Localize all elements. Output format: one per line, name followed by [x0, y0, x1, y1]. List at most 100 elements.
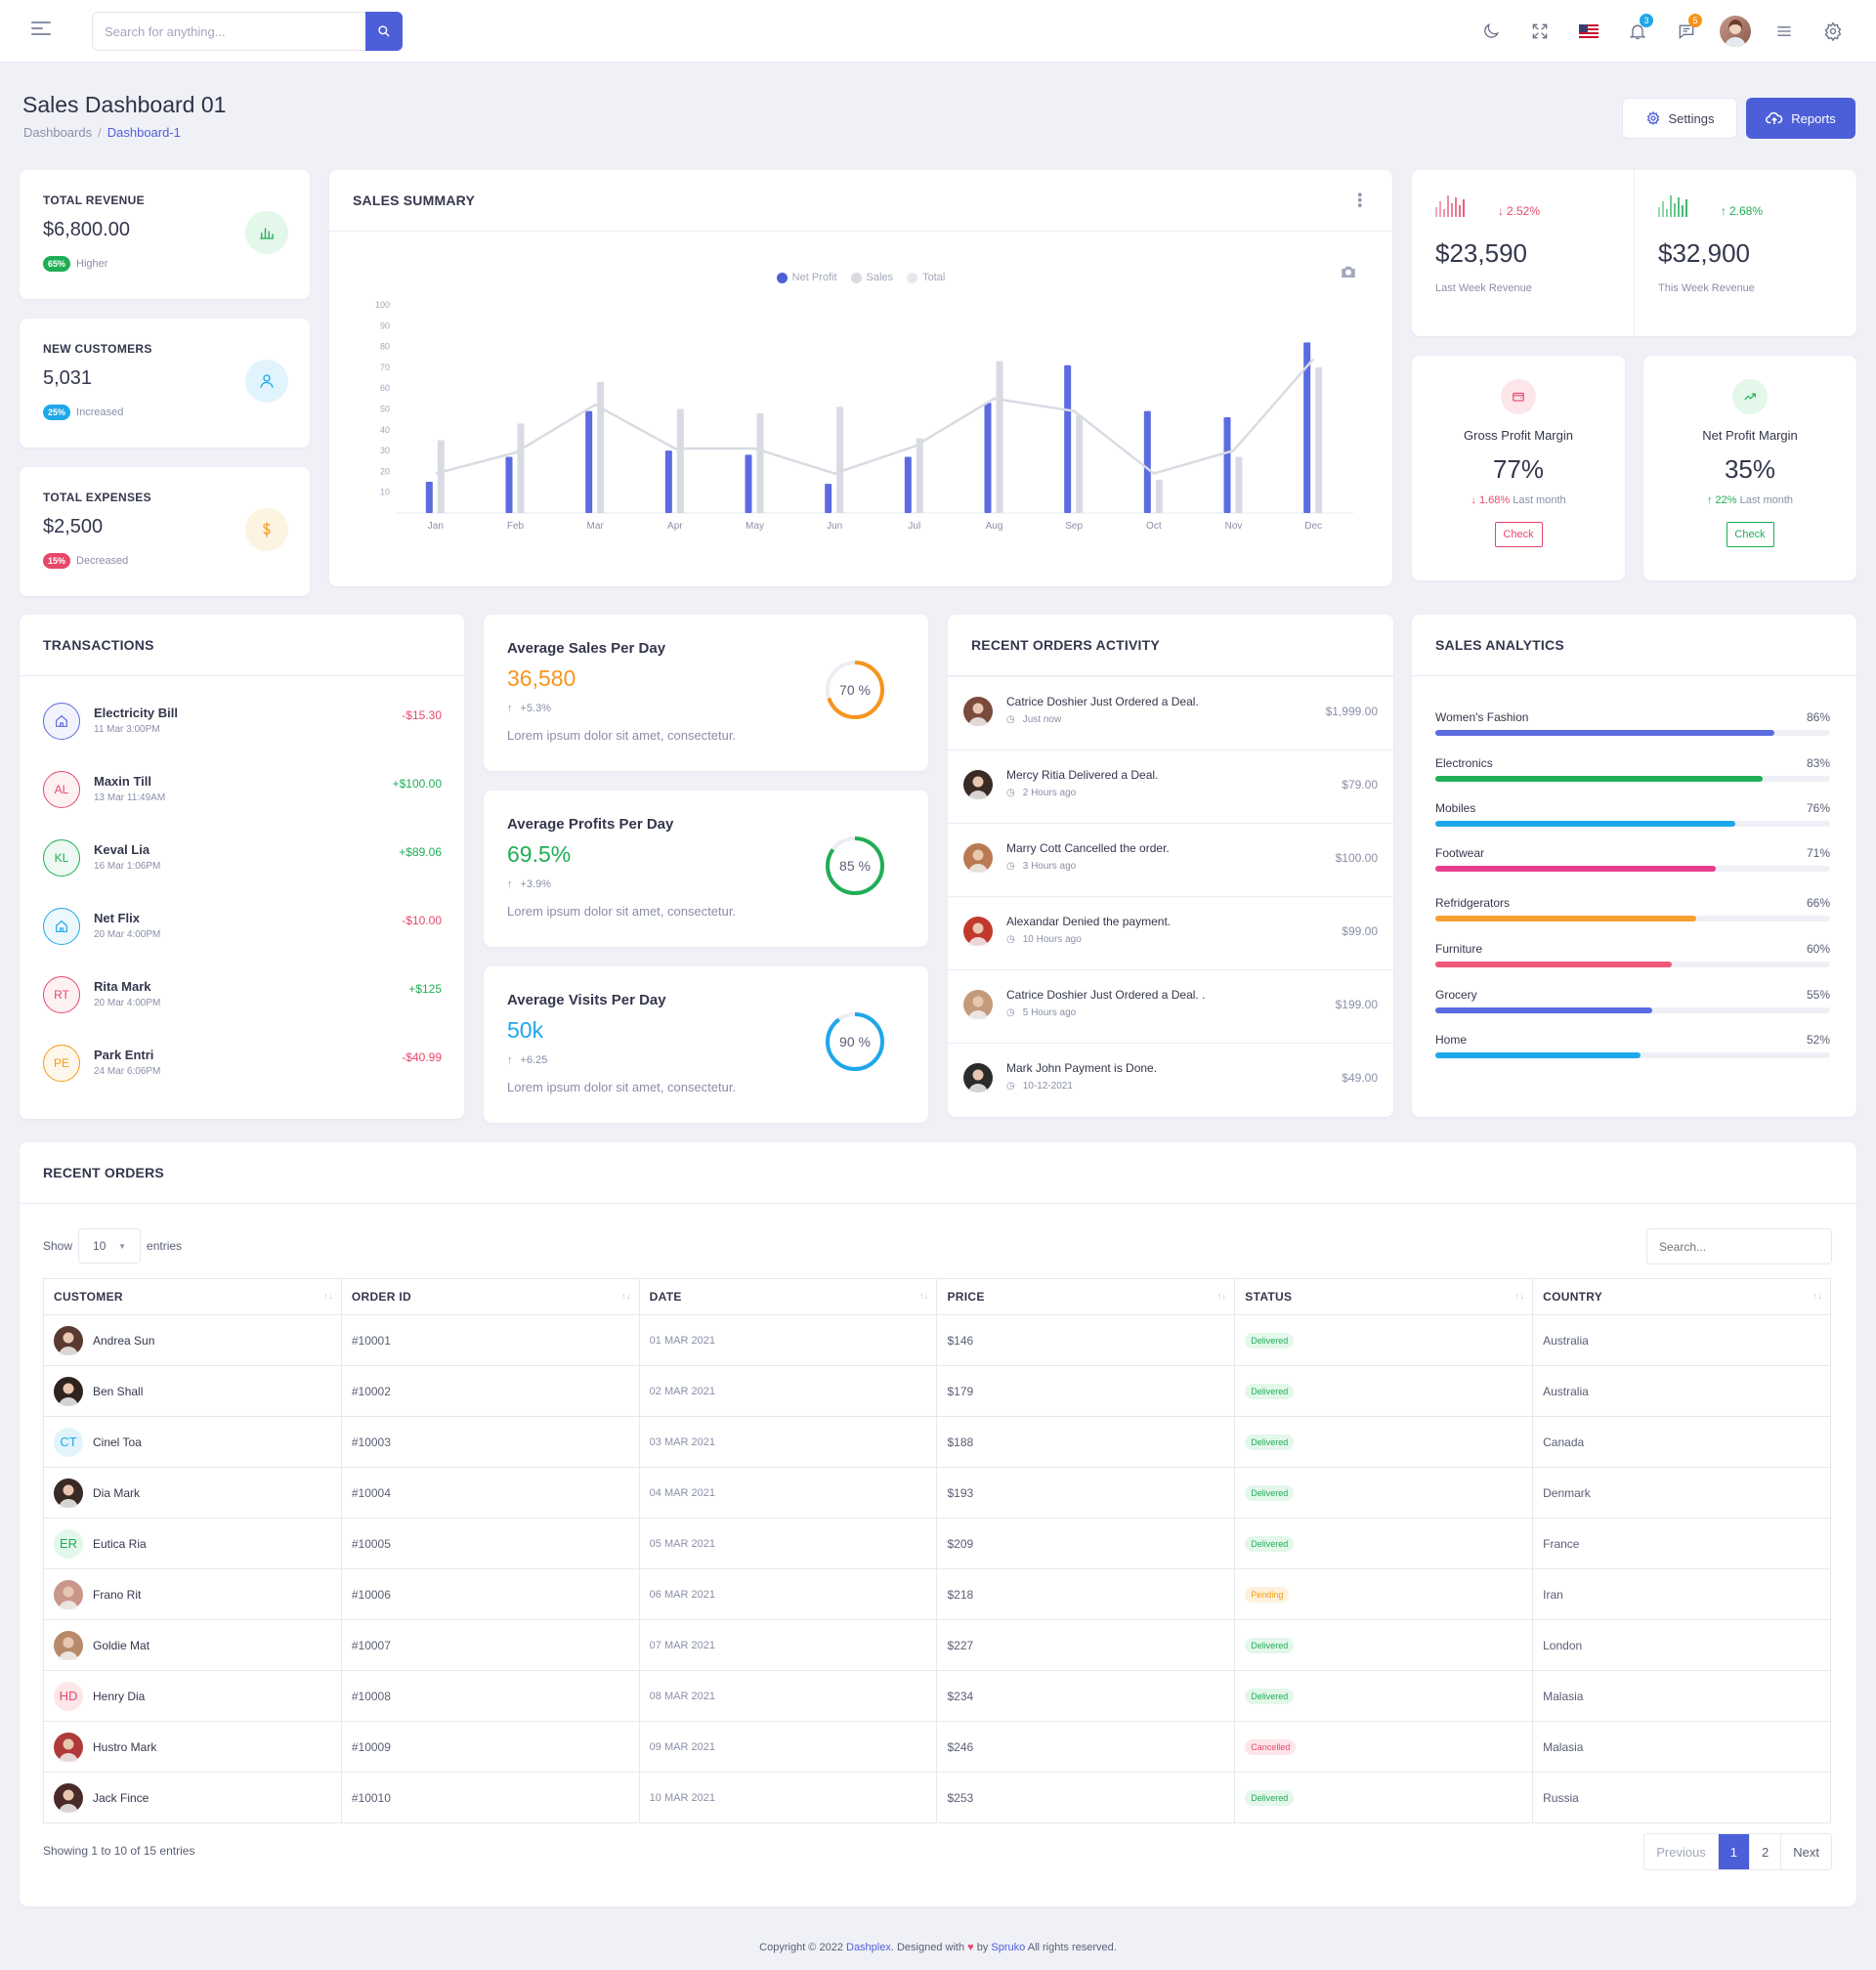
transactions-card: TRANSACTIONS Electricity Bill 11 Mar 3:00… — [20, 615, 464, 1119]
stat-footer: 25% Increased — [43, 405, 123, 420]
cell-order-id: #10003 — [340, 1416, 640, 1468]
cell-order-id: #10010 — [340, 1772, 640, 1823]
breadcrumb-dashboards[interactable]: Dashboards — [23, 125, 93, 140]
cell-price: $218 — [936, 1568, 1236, 1620]
activity-time-value: 2 Hours ago — [1022, 788, 1077, 798]
table-row[interactable]: Goldie Mat #10007 07 MAR 2021 $227 Delivered… — [43, 1619, 1831, 1671]
transaction-row[interactable]: Net Flix 20 Mar 4:00PM -$10.00 — [43, 908, 442, 976]
table-row[interactable]: CT Cinel Toa #10003 03 MAR 2021 $188 Delivere… — [43, 1416, 1831, 1468]
transaction-row[interactable]: AL Maxin Till 13 Mar 11:49AM +$100.00 — [43, 771, 442, 839]
column-header[interactable]: COUNTRY ↑↓ — [1532, 1278, 1831, 1315]
legend-net-profit[interactable]: Net Profit — [776, 272, 837, 283]
analytics-row: Grocery 55% — [1435, 988, 1830, 1021]
table-row[interactable]: HD Henry Dia #10008 08 MAR 2021 $234 Delivere… — [43, 1670, 1831, 1722]
activity-row[interactable]: Catrice Doshier Just Ordered a Deal. . ◷ 5… — [948, 969, 1393, 1043]
more-options-icon[interactable]: ⋮ — [1350, 191, 1369, 210]
camera-download-icon[interactable] — [1340, 264, 1357, 279]
check-button[interactable]: Check — [1494, 522, 1543, 547]
transactions-header: TRANSACTIONS — [20, 615, 464, 676]
cell-status: Delivered — [1234, 1619, 1534, 1671]
transaction-date: 20 Mar 4:00PM — [94, 998, 161, 1008]
bar-net-profit — [825, 484, 832, 513]
column-header[interactable]: STATUS ↑↓ — [1234, 1278, 1534, 1315]
week-revenue-value: $23,590 — [1435, 238, 1527, 268]
settings-button[interactable]: Settings — [1622, 98, 1737, 139]
header-actions: 3 5 — [1475, 12, 1849, 51]
profile-avatar[interactable] — [1720, 16, 1751, 47]
search-input[interactable] — [92, 12, 365, 51]
pager-next[interactable]: Next — [1780, 1834, 1831, 1869]
footer-brand-link[interactable]: Dashplex — [846, 1942, 891, 1953]
cell-order-id: #10001 — [340, 1314, 640, 1366]
customer-cell: Hustro Mark — [54, 1732, 331, 1762]
transaction-row[interactable]: RT Rita Mark 20 Mar 4:00PM +$125 — [43, 976, 442, 1045]
notifications-icon[interactable]: 3 — [1622, 14, 1653, 47]
status-badge: Delivered — [1245, 1789, 1295, 1806]
table-search-input[interactable] — [1646, 1228, 1832, 1264]
table-row[interactable]: Andrea Sun #10001 01 MAR 2021 $146 Delivered… — [43, 1314, 1831, 1366]
activity-row[interactable]: Marry Cott Cancelled the order. ◷ 3 Hours … — [948, 823, 1393, 896]
fullscreen-icon[interactable] — [1524, 16, 1556, 47]
table-row[interactable]: ER Eutica Ria #10005 05 MAR 2021 $209 Deliver… — [43, 1518, 1831, 1569]
chart-legend: Net Profit Sales Total — [329, 272, 1392, 283]
trend-up-icon — [1732, 379, 1768, 414]
clock-icon: ◷ — [1006, 1007, 1015, 1018]
messages-icon[interactable]: 5 — [1671, 14, 1702, 47]
column-header[interactable]: ORDER ID ↑↓ — [340, 1278, 640, 1315]
activity-row[interactable]: Alexandar Denied the payment. ◷ 10 Hours a… — [948, 896, 1393, 969]
stat-value: $6,800.00 — [43, 219, 130, 240]
column-header[interactable]: DATE ↑↓ — [638, 1278, 938, 1315]
sales-summary-header: SALES SUMMARY ⋮ — [329, 170, 1392, 232]
column-header[interactable]: CUSTOMER ↑↓ — [43, 1278, 342, 1315]
pager-previous[interactable]: Previous — [1656, 1844, 1706, 1860]
table-row[interactable]: Frano Rit #10006 06 MAR 2021 $218 Pending Ira… — [43, 1568, 1831, 1620]
stat-value: 5,031 — [43, 367, 93, 389]
table-row[interactable]: Dia Mark #10004 04 MAR 2021 $193 Delivered De… — [43, 1467, 1831, 1519]
legend-sales[interactable]: Sales — [850, 272, 893, 283]
cell-price: $253 — [936, 1772, 1236, 1823]
reports-button[interactable]: Reports — [1746, 98, 1855, 139]
settings-gear-icon[interactable] — [1817, 16, 1849, 47]
entries-select[interactable]: 10 ▼ — [78, 1228, 142, 1263]
table-row[interactable]: Ben Shall #10002 02 MAR 2021 $179 Delivered A… — [43, 1365, 1831, 1417]
margin-value: 35% — [1724, 454, 1776, 484]
activity-row[interactable]: Mercy Ritia Delivered a Deal. ◷ 2 Hours ag… — [948, 749, 1393, 823]
customer-name: Eutica Ria — [93, 1536, 147, 1551]
analytics-name: Women's Fashion — [1435, 710, 1529, 724]
dark-mode-icon[interactable] — [1475, 16, 1507, 47]
margin-change-value: 1.68% — [1478, 494, 1511, 506]
average-change: ↑ +5.3% — [507, 703, 551, 714]
analytics-row: Women's Fashion 86% — [1435, 710, 1830, 744]
status-badge: Cancelled — [1245, 1738, 1297, 1755]
activity-row[interactable]: Mark John Payment is Done. ◷ 10-12-2021 $49… — [948, 1043, 1393, 1116]
column-header-label: STATUS — [1245, 1290, 1293, 1304]
cell-date: 03 MAR 2021 — [638, 1416, 938, 1468]
sidebar-menu-icon[interactable] — [1769, 16, 1800, 47]
legend-total[interactable]: Total — [907, 272, 945, 283]
week-revenue-label: This Week Revenue — [1658, 282, 1755, 294]
activity-row[interactable]: Catrice Doshier Just Ordered a Deal. ◷ Jus… — [948, 676, 1393, 749]
bar-sales — [1315, 366, 1323, 513]
analytics-progress-track — [1435, 1052, 1830, 1058]
x-tick-label: May — [746, 521, 764, 532]
pager-page-2[interactable]: 2 — [1749, 1834, 1780, 1869]
cell-order-id: #10009 — [340, 1721, 640, 1773]
menu-toggle-icon[interactable] — [31, 21, 51, 37]
pager-page-1[interactable]: 1 — [1717, 1834, 1750, 1869]
search-button[interactable] — [365, 12, 403, 51]
table-row[interactable]: Hustro Mark #10009 09 MAR 2021 $246 Cancelle… — [43, 1721, 1831, 1773]
column-header[interactable]: PRICE ↑↓ — [936, 1278, 1236, 1315]
sort-icon: ↑↓ — [323, 1291, 333, 1301]
average-title: Average Visits Per Day — [507, 992, 666, 1008]
column-header-label: COUNTRY — [1543, 1290, 1603, 1304]
transaction-row[interactable]: Electricity Bill 11 Mar 3:00PM -$15.30 — [43, 703, 442, 771]
customer-cell: Jack Fince — [54, 1782, 331, 1813]
check-button[interactable]: Check — [1726, 522, 1774, 547]
transaction-row[interactable]: PE Park Entri 24 Mar 6:06PM -$40.99 — [43, 1045, 442, 1113]
footer-author-link[interactable]: Spruko — [991, 1942, 1026, 1953]
margin-change-note: Last month — [1513, 494, 1566, 506]
analytics-value: 86% — [1806, 710, 1830, 724]
table-row[interactable]: Jack Fince #10010 10 MAR 2021 $253 Delivered… — [43, 1772, 1831, 1823]
transaction-row[interactable]: KL Keval Lia 16 Mar 1:06PM +$89.06 — [43, 839, 442, 908]
language-flag-icon[interactable] — [1573, 16, 1604, 47]
